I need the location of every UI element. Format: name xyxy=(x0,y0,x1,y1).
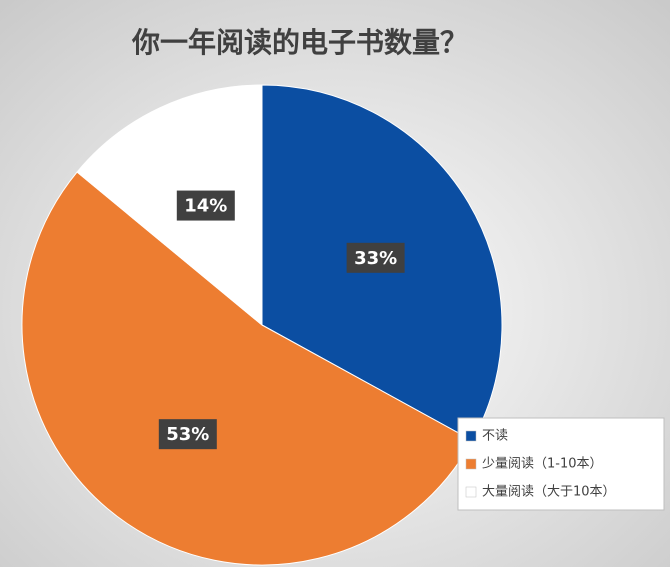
pie xyxy=(21,84,503,566)
pie-slice xyxy=(76,84,263,327)
legend-label: 不读 xyxy=(482,429,508,444)
legend-swatch xyxy=(465,486,477,498)
data-label: 33% xyxy=(354,248,397,269)
legend-box xyxy=(457,417,665,511)
pie-slice xyxy=(21,171,473,566)
legend-swatch xyxy=(465,458,477,470)
chart-title: 你一年阅读的电子书数量？ xyxy=(131,26,468,59)
data-label-box xyxy=(346,242,405,273)
legend-label: 大量阅读（大于10本） xyxy=(482,485,616,500)
legend-label: 少量阅读（1-10本） xyxy=(482,457,603,472)
data-label-box xyxy=(158,419,217,450)
legend-swatch xyxy=(465,430,477,442)
data-label: 53% xyxy=(166,424,209,445)
data-labels: 33% 53% 14% xyxy=(158,190,405,450)
data-label-box xyxy=(176,190,235,221)
data-label: 14% xyxy=(184,196,227,217)
